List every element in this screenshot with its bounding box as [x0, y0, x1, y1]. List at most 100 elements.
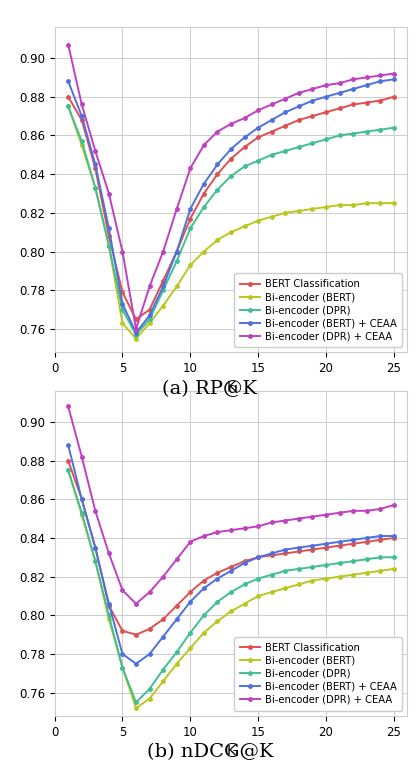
Bi-encoder (BERT) [323, 203, 328, 212]
BERT Classification [323, 543, 328, 553]
Bi-encoder (DPR) [228, 587, 234, 597]
Bi-encoder (BERT) + CEAA [160, 632, 165, 641]
Bi-encoder (DPR) + CEAA [147, 282, 152, 291]
Bi-encoder (BERT) [297, 580, 302, 589]
Bi-encoder (BERT) + CEAA [201, 584, 206, 593]
Bi-encoder (DPR) + CEAA [174, 555, 179, 564]
Bi-encoder (BERT) + CEAA [66, 77, 71, 86]
Text: (b) nDCG@K: (b) nDCG@K [147, 743, 273, 762]
BERT Classification [391, 92, 396, 101]
Bi-encoder (DPR) + CEAA [283, 94, 288, 103]
Bi-encoder (BERT) [93, 183, 98, 192]
Bi-encoder (DPR) [134, 330, 139, 339]
Bi-encoder (DPR) + CEAA [120, 586, 125, 595]
Bi-encoder (DPR) [66, 466, 71, 475]
Bi-encoder (DPR) [378, 553, 383, 562]
Bi-encoder (BERT) + CEAA [174, 247, 179, 256]
Bi-encoder (BERT) + CEAA [201, 180, 206, 189]
BERT Classification [256, 133, 261, 142]
Bi-encoder (BERT) + CEAA [228, 144, 234, 153]
Line: Bi-encoder (BERT): Bi-encoder (BERT) [65, 103, 397, 342]
Line: Bi-encoder (BERT): Bi-encoder (BERT) [65, 467, 397, 711]
Bi-encoder (BERT) [391, 198, 396, 207]
Bi-encoder (DPR) + CEAA [66, 39, 71, 49]
Bi-encoder (BERT) [283, 584, 288, 593]
Bi-encoder (DPR) [337, 559, 342, 568]
Bi-encoder (DPR) [297, 142, 302, 152]
Bi-encoder (BERT) + CEAA [147, 649, 152, 659]
Bi-encoder (DPR) [323, 560, 328, 570]
BERT Classification [323, 108, 328, 117]
BERT Classification [188, 214, 193, 223]
Bi-encoder (BERT) + CEAA [283, 545, 288, 554]
Bi-encoder (BERT) [215, 235, 220, 245]
Bi-encoder (BERT) + CEAA [256, 123, 261, 132]
Bi-encoder (BERT) + CEAA [310, 541, 315, 550]
Bi-encoder (DPR) + CEAA [93, 146, 98, 156]
Bi-encoder (DPR) + CEAA [310, 512, 315, 522]
BERT Classification [378, 96, 383, 105]
Bi-encoder (BERT) [310, 204, 315, 214]
Bi-encoder (BERT) + CEAA [391, 532, 396, 541]
BERT Classification [269, 551, 274, 560]
BERT Classification [310, 545, 315, 554]
Bi-encoder (DPR) [174, 647, 179, 656]
Bi-encoder (DPR) [120, 663, 125, 672]
Bi-encoder (DPR) [337, 131, 342, 140]
BERT Classification [378, 536, 383, 545]
Bi-encoder (BERT) + CEAA [106, 224, 111, 233]
Bi-encoder (BERT) [297, 206, 302, 215]
BERT Classification [160, 615, 165, 624]
Bi-encoder (DPR) [364, 127, 369, 136]
Bi-encoder (BERT) [188, 260, 193, 269]
Bi-encoder (DPR) [174, 256, 179, 265]
BERT Classification [310, 111, 315, 121]
Bi-encoder (DPR) [242, 580, 247, 589]
Bi-encoder (DPR) [147, 314, 152, 324]
Bi-encoder (DPR) + CEAA [93, 506, 98, 515]
Bi-encoder (DPR) [93, 183, 98, 192]
Bi-encoder (DPR) + CEAA [120, 247, 125, 256]
BERT Classification [188, 587, 193, 597]
Line: Bi-encoder (DPR): Bi-encoder (DPR) [65, 467, 397, 706]
Bi-encoder (DPR) + CEAA [391, 501, 396, 510]
Bi-encoder (BERT) [364, 568, 369, 577]
Bi-encoder (BERT) + CEAA [378, 77, 383, 86]
Bi-encoder (DPR) + CEAA [310, 84, 315, 94]
Bi-encoder (DPR) [256, 574, 261, 584]
Bi-encoder (DPR) + CEAA [188, 537, 193, 546]
Legend: BERT Classification, Bi-encoder (BERT), Bi-encoder (DPR), Bi-encoder (BERT) + CE: BERT Classification, Bi-encoder (BERT), … [234, 273, 402, 348]
BERT Classification [364, 537, 369, 546]
Bi-encoder (DPR) [310, 139, 315, 148]
Line: Bi-encoder (DPR) + CEAA: Bi-encoder (DPR) + CEAA [65, 41, 397, 332]
X-axis label: K: K [226, 745, 236, 759]
Bi-encoder (DPR) [66, 101, 71, 111]
Bi-encoder (DPR) + CEAA [147, 587, 152, 597]
Bi-encoder (DPR) + CEAA [215, 528, 220, 537]
BERT Classification [351, 539, 356, 549]
Bi-encoder (BERT) + CEAA [351, 84, 356, 94]
Bi-encoder (BERT) + CEAA [310, 96, 315, 105]
Bi-encoder (DPR) [79, 509, 84, 518]
BERT Classification [79, 495, 84, 504]
Bi-encoder (DPR) + CEAA [364, 506, 369, 515]
Bi-encoder (BERT) + CEAA [215, 159, 220, 169]
Bi-encoder (DPR) + CEAA [201, 141, 206, 150]
Bi-encoder (BERT) + CEAA [364, 533, 369, 543]
Bi-encoder (BERT) + CEAA [188, 597, 193, 606]
Bi-encoder (BERT) + CEAA [283, 108, 288, 117]
Bi-encoder (DPR) [297, 564, 302, 574]
BERT Classification [201, 189, 206, 198]
Bi-encoder (BERT) [228, 228, 234, 237]
Bi-encoder (DPR) + CEAA [228, 119, 234, 128]
X-axis label: K: K [226, 381, 236, 395]
Bi-encoder (DPR) + CEAA [188, 164, 193, 173]
Bi-encoder (DPR) [310, 563, 315, 572]
Bi-encoder (BERT) + CEAA [106, 599, 111, 608]
Bi-encoder (DPR) + CEAA [297, 88, 302, 98]
Bi-encoder (DPR) + CEAA [378, 70, 383, 80]
Bi-encoder (BERT) + CEAA [391, 74, 396, 84]
Bi-encoder (BERT) + CEAA [364, 80, 369, 90]
Bi-encoder (BERT) [378, 567, 383, 576]
BERT Classification [79, 115, 84, 125]
